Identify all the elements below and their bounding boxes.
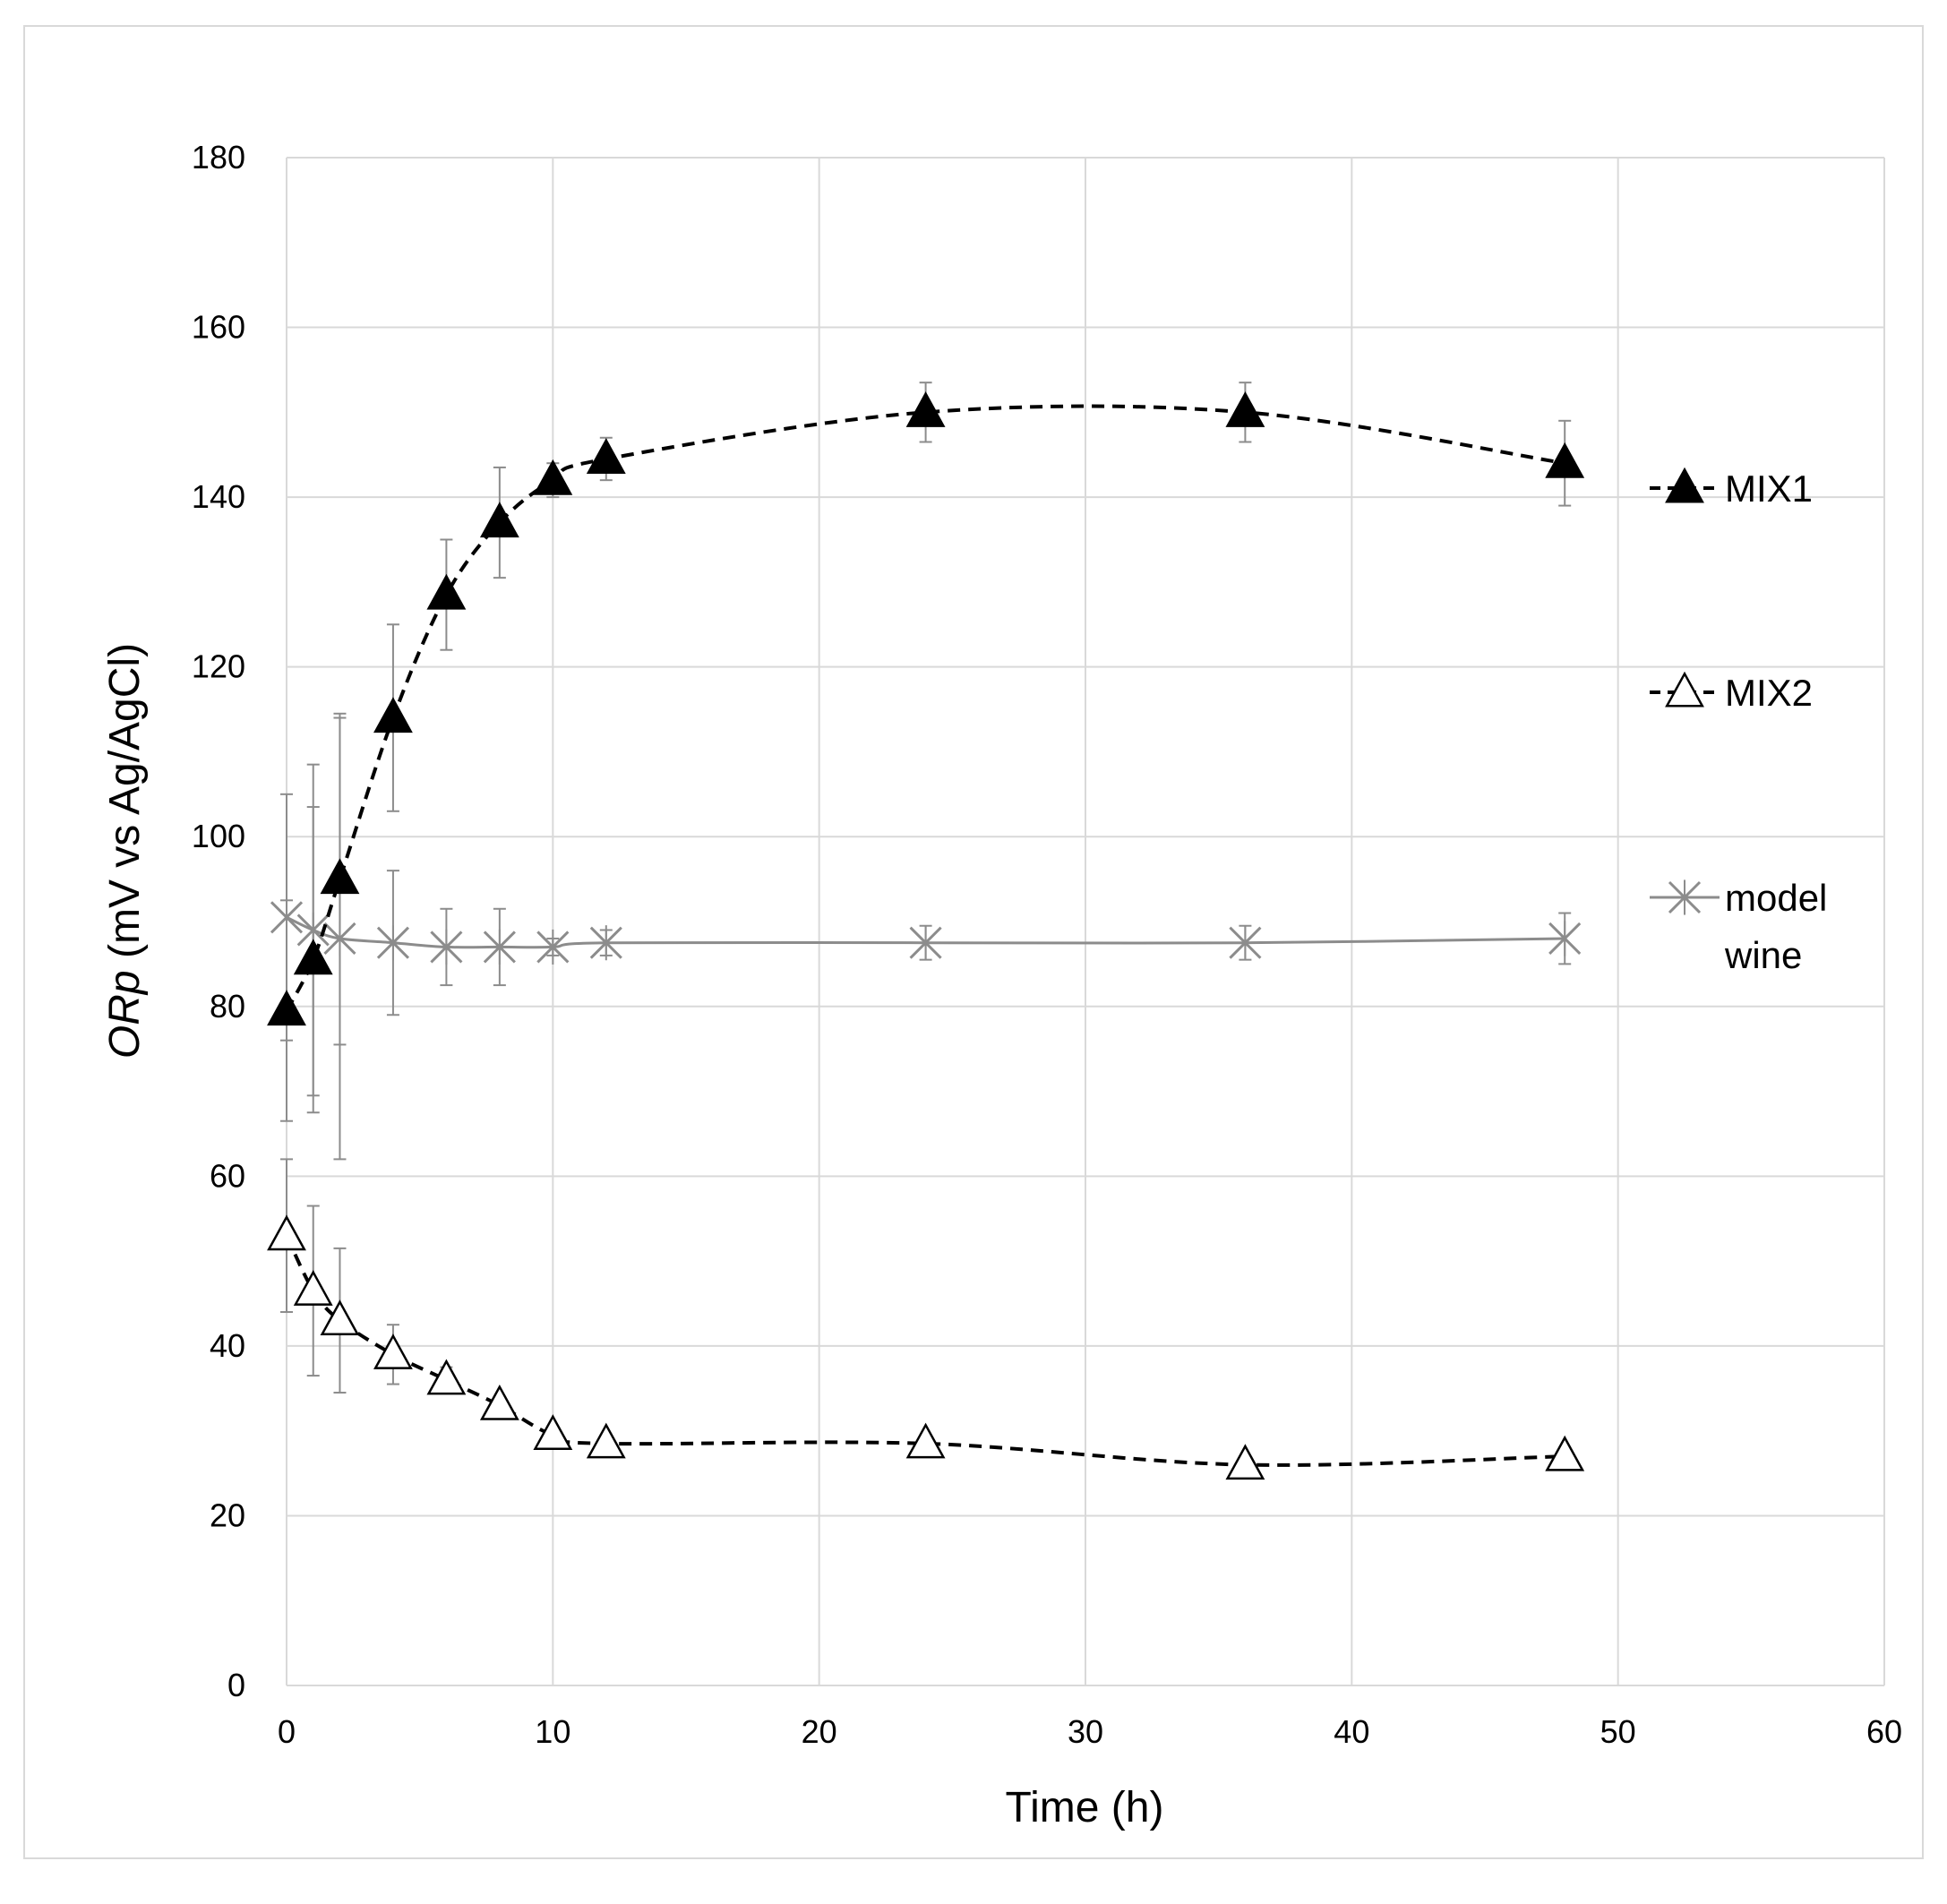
- y-axis-title-rest: (mV vs Ag/AgCl): [101, 643, 149, 970]
- data-point-mix2: [586, 1422, 626, 1459]
- x-tick-label: 20: [802, 1713, 837, 1750]
- legend-label-line: model: [1725, 877, 1827, 919]
- data-point-mix1: [426, 573, 467, 610]
- data-point-mix1: [320, 858, 360, 895]
- series-model-wine: [270, 716, 1582, 1161]
- y-axis-title: ORp (mV vs Ag/AgCl): [101, 643, 149, 1059]
- legend-label: model wine: [1724, 877, 1827, 976]
- data-point-model-wine: [1229, 925, 1262, 961]
- data-point-mix1: [1545, 442, 1585, 478]
- data-point-mix2: [267, 1214, 306, 1251]
- y-tick-label: 180: [192, 139, 245, 176]
- x-tick-labels: 0 10 20 30 40 50 60: [278, 1713, 1902, 1750]
- y-tick-label: 40: [210, 1327, 245, 1364]
- data-point-mix2: [905, 1422, 946, 1459]
- y-tick-label: 20: [210, 1497, 245, 1533]
- data-point-mix1: [267, 990, 306, 1026]
- legend-label-line: wine: [1724, 934, 1802, 976]
- y-tick-label: 100: [192, 818, 245, 854]
- data-point-mix1: [479, 502, 519, 538]
- x-tick-label: 50: [1600, 1713, 1636, 1750]
- x-axis-title: Time (h): [1006, 1784, 1164, 1831]
- data-point-model-wine: [589, 925, 622, 961]
- legend-swatch-marker: [1668, 879, 1702, 915]
- legend-swatch-marker: [1665, 467, 1704, 503]
- legend: MIX1 MIX2 model wine: [1650, 467, 1827, 976]
- series-mix1: [267, 382, 1585, 1122]
- legend-item-model-wine: model wine: [1650, 877, 1827, 976]
- data-point-model-wine: [430, 929, 463, 965]
- y-tick-label: 60: [210, 1157, 245, 1194]
- y-tick-label: 140: [192, 478, 245, 515]
- legend-item-mix2: MIX2: [1650, 671, 1813, 714]
- data-point-mix2: [1225, 1444, 1265, 1480]
- legend-item-mix1: MIX1: [1650, 467, 1813, 510]
- x-tick-label: 30: [1068, 1713, 1103, 1750]
- data-point-mix2: [479, 1384, 519, 1420]
- x-tick-label: 60: [1866, 1713, 1902, 1750]
- grid-lines: [286, 157, 1885, 1686]
- series-mix2: [267, 1158, 1585, 1480]
- series-layer: [267, 382, 1585, 1480]
- data-point-mix1: [293, 939, 333, 975]
- series-line-model-wine: [286, 915, 1565, 949]
- data-point-mix1: [586, 438, 626, 475]
- data-point-model-wine: [483, 929, 516, 965]
- data-point-mix1: [533, 459, 573, 495]
- y-tick-label: 0: [227, 1667, 245, 1703]
- data-point-model-wine: [1548, 921, 1582, 956]
- x-tick-label: 0: [278, 1713, 296, 1750]
- data-point-mix2: [320, 1299, 360, 1336]
- y-tick-label: 120: [192, 648, 245, 685]
- x-tick-label: 40: [1334, 1713, 1369, 1750]
- data-point-model-wine: [536, 929, 570, 965]
- data-point-mix2: [293, 1269, 333, 1306]
- data-point-mix1: [905, 391, 946, 427]
- data-point-model-wine: [376, 925, 409, 961]
- y-tick-label: 160: [192, 309, 245, 346]
- data-point-mix2: [533, 1414, 573, 1450]
- error-bars-mix1: [280, 382, 1572, 1122]
- y-axis-title-italic: ORp: [101, 970, 149, 1059]
- legend-swatch-marker: [1665, 671, 1704, 708]
- data-point-mix2: [373, 1334, 413, 1369]
- data-point-mix1: [1225, 391, 1265, 427]
- legend-label: MIX2: [1725, 672, 1813, 714]
- data-point-mix2: [426, 1359, 467, 1395]
- y-tick-label: 80: [210, 988, 245, 1025]
- legend-label: MIX1: [1725, 467, 1813, 510]
- data-point-mix1: [373, 697, 413, 733]
- y-tick-labels: 0 20 40 60 80 100 120 140 160 180: [192, 139, 245, 1703]
- data-point-mix2: [1545, 1435, 1585, 1471]
- data-point-model-wine: [909, 925, 942, 961]
- x-tick-label: 10: [535, 1713, 570, 1750]
